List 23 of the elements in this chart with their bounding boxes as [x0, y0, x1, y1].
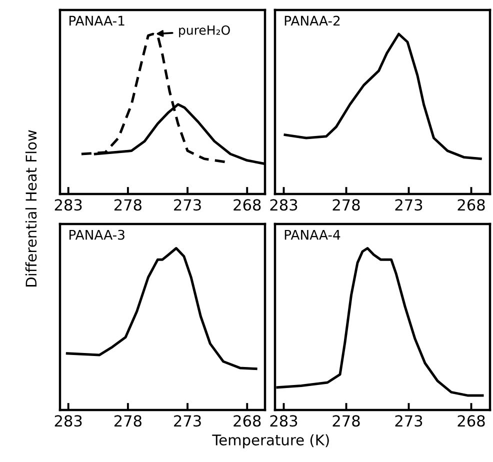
- legend-label: pureH₂O: [179, 25, 230, 38]
- chart-title: PANAA-4: [284, 230, 340, 240]
- x-tick-label: 278: [114, 199, 142, 211]
- x-tick-label: 268: [458, 415, 485, 427]
- y-axis-title: Differential Heat Flow: [25, 130, 37, 286]
- x-tick-label: 278: [114, 415, 142, 427]
- x-tick-label: 283: [270, 415, 298, 427]
- x-tick-label: 278: [332, 415, 360, 427]
- x-tick-label: 273: [395, 415, 422, 427]
- x-axis-title: Temperature (K): [212, 434, 329, 448]
- x-tick-label: 278: [332, 199, 360, 211]
- chart-title: PANAA-2: [284, 16, 340, 26]
- chart-title: PANAA-1: [69, 16, 124, 26]
- x-tick-label: 268: [234, 199, 261, 211]
- x-tick-label: 283: [54, 199, 82, 211]
- x-tick-label: 268: [458, 199, 485, 211]
- x-tick-label: 268: [234, 415, 261, 427]
- chart-title: PANAA-3: [69, 230, 124, 240]
- x-tick-label: 283: [270, 199, 298, 211]
- x-tick-label: 273: [174, 199, 201, 211]
- x-tick-label: 273: [174, 415, 201, 427]
- x-tick-label: 273: [395, 199, 422, 211]
- x-tick-label: 283: [54, 415, 82, 427]
